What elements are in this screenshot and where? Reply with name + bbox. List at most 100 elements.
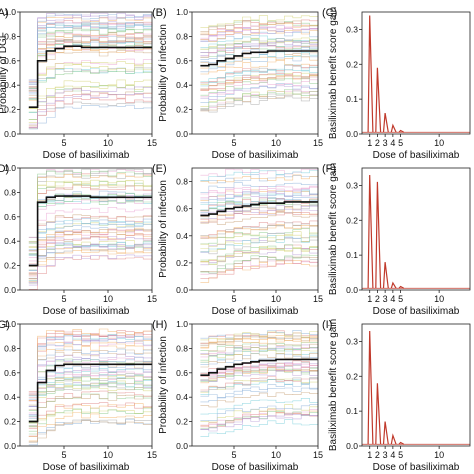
ice-curve xyxy=(28,358,153,411)
x-axis-label: Dose of basiliximab xyxy=(212,150,299,161)
ice-curve xyxy=(200,392,319,408)
gain-spike xyxy=(398,441,405,445)
ice-curve xyxy=(28,184,153,252)
ice-curve xyxy=(28,98,153,128)
panel-g: 5 10 15 0.0 0.2 0.4 0.6 0.8 1.0 Dose of basilixim… xyxy=(0,319,157,473)
ice-curve xyxy=(28,197,153,258)
ice-curve xyxy=(200,224,319,239)
ice-curve xyxy=(28,223,153,271)
ice-curve xyxy=(28,334,153,397)
ice-curve xyxy=(200,220,319,239)
ice-curve xyxy=(200,378,319,393)
panel-label: (H) xyxy=(152,319,167,331)
ice-curve xyxy=(200,83,319,103)
ice-curve xyxy=(28,390,153,429)
y-tick-label: 0.2 xyxy=(176,105,188,115)
ice-curve xyxy=(200,337,319,349)
ice-curve xyxy=(200,212,319,225)
x-axis-label: Dose of basiliximab xyxy=(212,306,299,317)
axes-frame xyxy=(361,167,471,291)
ice-curve xyxy=(28,180,153,248)
ice-curve xyxy=(28,22,153,84)
mean-curve xyxy=(28,363,152,423)
y-tick-label: 1.0 xyxy=(176,319,188,329)
ice-curve xyxy=(28,101,153,129)
y-tick-label: 0.4 xyxy=(176,392,188,402)
y-tick-label: 0.6 xyxy=(4,56,16,66)
y-tick-label: 0.8 xyxy=(4,187,16,197)
ice-curve xyxy=(200,96,319,113)
x-tick-label: 5 xyxy=(398,138,403,148)
axes-frame xyxy=(19,11,153,135)
x-tick-label: 15 xyxy=(313,450,323,460)
ice-curve xyxy=(200,72,319,90)
ice-curve xyxy=(28,86,153,125)
ice-curve xyxy=(28,104,153,130)
y-tick-label: 0.4 xyxy=(176,231,188,241)
y-tick-label: 1.0 xyxy=(4,163,16,173)
y-tick-label: 0.1 xyxy=(346,94,358,104)
y-tick-label: 0.4 xyxy=(176,80,188,90)
mean-curve xyxy=(200,50,318,67)
panel-label: (A) xyxy=(0,7,9,19)
y-tick-label: 0.0 xyxy=(176,285,188,295)
ice-curve xyxy=(200,190,318,200)
y-tick-label: 1.0 xyxy=(4,7,16,17)
ice-curve xyxy=(200,398,319,415)
y-tick-label: 0.4 xyxy=(4,236,16,246)
x-tick-label: 1 xyxy=(367,294,372,304)
y-tick-label: 0.1 xyxy=(346,250,358,260)
ice-curve xyxy=(200,185,319,198)
gain-spike xyxy=(375,383,382,445)
y-tick-label: 0.2 xyxy=(176,417,188,427)
ice-curve xyxy=(28,412,153,442)
y-tick-label: 0.0 xyxy=(346,129,358,139)
ice-curve xyxy=(200,89,319,110)
y-tick-label: 0.4 xyxy=(4,392,16,402)
y-tick-label: 0.3 xyxy=(346,180,358,190)
ice-curve xyxy=(28,88,153,126)
x-tick-label: 10 xyxy=(103,138,113,148)
panel-label: (G) xyxy=(0,319,10,331)
ice-curve xyxy=(200,79,318,98)
ice-curve xyxy=(200,254,319,274)
ice-curve xyxy=(200,369,319,382)
y-tick-label: 0.0 xyxy=(4,129,16,139)
y-tick-label: 0.2 xyxy=(346,215,358,225)
panel-f: 1 2 3 4 5 10 0.0 0.1 0.2 0.3 Dose of basiliximab Ba… xyxy=(322,163,471,317)
x-tick-label: 15 xyxy=(313,294,323,304)
x-axis-label: Dose of basiliximab xyxy=(373,150,460,161)
ice-curve xyxy=(200,343,319,355)
ice-curve xyxy=(200,205,319,215)
axes-frame xyxy=(191,323,319,447)
x-tick-label: 3 xyxy=(383,450,388,460)
y-tick-label: 0.2 xyxy=(346,59,358,69)
y-axis-label: Basiliximab benefit score gain xyxy=(328,7,339,139)
y-tick-label: 0.2 xyxy=(4,105,16,115)
x-tick-label: 4 xyxy=(390,294,395,304)
x-tick-label: 5 xyxy=(61,450,66,460)
ice-curve xyxy=(200,64,319,82)
x-tick-label: 15 xyxy=(147,138,157,148)
axes-frame xyxy=(19,167,153,291)
x-tick-label: 4 xyxy=(390,138,395,148)
x-tick-label: 15 xyxy=(147,294,157,304)
ice-curve xyxy=(200,169,319,182)
x-tick-label: 15 xyxy=(147,450,157,460)
ice-curve xyxy=(28,195,153,255)
ice-curve xyxy=(28,353,153,407)
ice-curve xyxy=(28,207,152,262)
y-tick-label: 0.3 xyxy=(346,24,358,34)
ice-curve xyxy=(200,363,319,376)
ice-curve xyxy=(28,236,153,275)
ice-curve xyxy=(28,229,153,274)
ice-curve xyxy=(200,168,319,177)
axes-frame xyxy=(361,323,471,447)
y-tick-label: 1.0 xyxy=(4,319,16,329)
ice-curve xyxy=(28,357,153,407)
y-tick-label: 0.6 xyxy=(4,212,16,222)
y-tick-label: 0.8 xyxy=(176,343,188,353)
panel-label: (C) xyxy=(322,7,337,19)
ice-curve xyxy=(28,218,153,265)
y-tick-label: 0.0 xyxy=(4,285,16,295)
